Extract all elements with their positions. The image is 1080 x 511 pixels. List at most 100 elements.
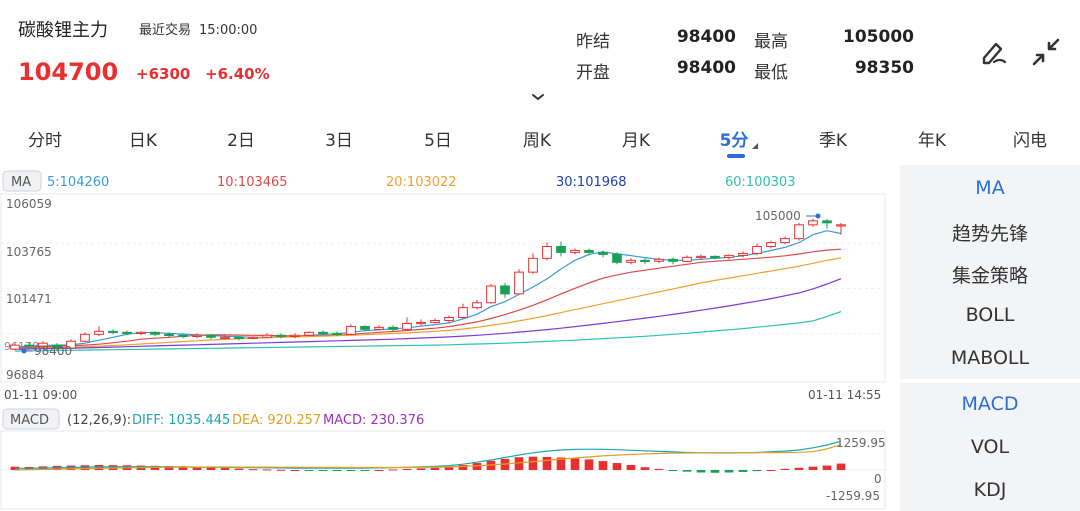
tab-2day[interactable]: 2日 (227, 131, 255, 151)
candle-body (766, 242, 776, 248)
candle-body (682, 256, 692, 262)
price-axis-label-2: 103765 (6, 245, 52, 259)
macd-bar (724, 470, 734, 473)
high-value: 105000 (843, 27, 914, 47)
candle-body (38, 342, 48, 347)
last-trade-time: 15:00:00 (199, 23, 258, 38)
macd-bar (626, 464, 636, 470)
open-value: 98400 (676, 58, 736, 78)
indicator-kdj[interactable]: KDJ (973, 479, 1007, 501)
candle-body (122, 331, 132, 335)
macd-bar (556, 457, 566, 470)
low-label: 最低 (754, 63, 788, 83)
tab-5min[interactable]: 5分 (719, 131, 749, 151)
min-price-label: 98400 (34, 344, 72, 358)
tab-weekly-k[interactable]: 周K (522, 131, 552, 151)
candle-body (318, 331, 328, 335)
time-axis-start: 01-11 09:00 (4, 388, 77, 402)
ma-legend-tag[interactable]: MA (11, 175, 31, 190)
macd-bar (374, 470, 384, 471)
tab-monthly-k[interactable]: 月K (621, 131, 651, 151)
candle-body (626, 259, 636, 263)
last-trade-meta: 最近交易 15:00:00 (139, 19, 257, 38)
macd-bar (276, 469, 286, 471)
candle-body (220, 336, 230, 339)
collapse-icon[interactable] (1030, 36, 1062, 68)
candle-body (248, 336, 258, 339)
time-axis-end: 01-11 14:55 (808, 388, 881, 402)
tab-fenshi[interactable]: 分时 (28, 131, 62, 151)
macd-bar (780, 468, 790, 470)
price-axis-label-3: 101471 (6, 292, 52, 306)
candle-body (402, 322, 412, 330)
candle-body (178, 334, 188, 337)
candle-body (570, 249, 580, 253)
macd-value: MACD: 230.376 (323, 413, 424, 428)
macd-axis-zero: 0 (874, 472, 882, 486)
ma30-legend: 30:101968 (556, 175, 627, 190)
candle-body (696, 255, 706, 259)
candle-body (164, 333, 174, 336)
macd-bar (640, 467, 650, 470)
macd-diff-line (14, 440, 842, 469)
ma-lines (14, 230, 842, 352)
candle-body (444, 317, 454, 321)
tab-5day[interactable]: 5日 (424, 131, 452, 151)
macd-bar (794, 467, 804, 470)
tab-3day[interactable]: 3日 (325, 131, 353, 151)
candle-body (710, 255, 720, 259)
candle-body (94, 330, 104, 335)
candle-body (780, 238, 790, 244)
indicator-macd[interactable]: MACD (961, 393, 1019, 415)
indicator-boll[interactable]: BOLL (965, 304, 1015, 326)
indicator-panel: MA 趋势先锋 集金策略 BOLL MABOLL MACD VOL KDJ (900, 165, 1080, 511)
candles (10, 218, 846, 351)
macd-bar (738, 470, 748, 472)
indicator-trend-pioneer[interactable]: 趋势先锋 (951, 223, 1028, 245)
kline-chart-area[interactable]: MA 5:104260 10:103465 20:103022 30:10196… (0, 165, 890, 511)
macd-bar (528, 456, 538, 470)
price-chart-frame (0, 193, 886, 383)
candle-body (808, 220, 818, 226)
tab-yearly-k[interactable]: 年K (917, 131, 947, 151)
macd-bar (332, 470, 342, 471)
macd-bar (822, 465, 832, 470)
indicator-maboll[interactable]: MABOLL (950, 347, 1030, 369)
active-tab-indicator (727, 154, 745, 158)
candle-body (556, 246, 566, 253)
draw-icon[interactable] (978, 36, 1010, 68)
macd-legend-tag[interactable]: MACD (10, 413, 49, 428)
indicator-vol[interactable]: VOL (970, 436, 1010, 458)
tab-quarterly-k[interactable]: 季K (818, 131, 848, 151)
macd-bar (178, 466, 188, 470)
chevron-down-icon[interactable] (530, 88, 546, 101)
max-price-label: 105000 (755, 209, 801, 223)
price-axis-label-top: 106059 (6, 197, 52, 211)
macd-bar (164, 466, 174, 470)
macd-bar (192, 466, 202, 470)
macd-bar (346, 470, 356, 471)
candle-body (80, 333, 90, 342)
macd-bar (220, 468, 230, 470)
candle-body (276, 334, 286, 337)
candle-body (584, 249, 594, 253)
candle-body (528, 257, 538, 273)
tab-daily-k[interactable]: 日K (128, 131, 158, 151)
macd-bar (458, 464, 468, 470)
candle-body (136, 331, 146, 335)
candle-body (108, 330, 118, 334)
kline-chart-svg[interactable]: MA 5:104260 10:103465 20:103022 30:10196… (0, 165, 890, 511)
tab-flash[interactable]: 闪电 (1013, 131, 1047, 151)
macd-bar (696, 470, 706, 473)
indicator-ma[interactable]: MA (975, 177, 1005, 199)
macd-bar (318, 470, 328, 471)
high-label: 最高 (754, 32, 788, 52)
price-axis-label-bottom: 96884 (6, 368, 44, 382)
indicator-capital-strategy[interactable]: 集金策略 (951, 265, 1028, 287)
tab-dropdown-caret-icon[interactable] (752, 143, 758, 149)
macd-bar (262, 469, 272, 471)
macd-bar (416, 468, 426, 470)
macd-bar (542, 456, 552, 470)
candle-body (542, 246, 552, 259)
candle-body (486, 285, 496, 304)
